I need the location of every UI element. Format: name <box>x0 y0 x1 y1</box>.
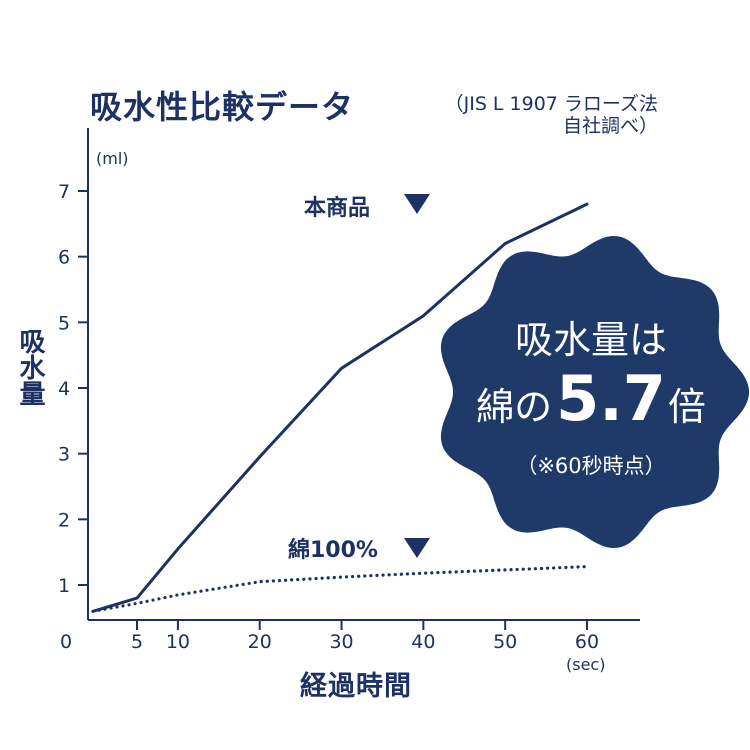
y-tick-label: 7 <box>58 181 70 203</box>
badge-prefix: 綿の <box>476 385 552 429</box>
x-tick-label: 50 <box>493 631 517 653</box>
series-line-cotton <box>91 564 589 613</box>
test-method-note: （JIS L 1907 ラローズ法 自社調べ） <box>398 93 658 137</box>
chart-series <box>91 202 589 613</box>
y-tick-label: 2 <box>58 509 70 531</box>
chart-title: 吸水性比較データ <box>90 88 355 126</box>
annotation-product-label: 本商品 <box>304 195 370 221</box>
y-tick-label: 1 <box>58 575 70 597</box>
badge-suffix: 倍 <box>668 385 706 429</box>
y-axis-label: 吸水量 <box>15 328 45 406</box>
y-axis-unit: (ml) <box>96 149 129 168</box>
y-tick-label: 5 <box>58 312 70 334</box>
test-method-line-2: 自社調べ） <box>562 115 658 137</box>
y-tick-label: 4 <box>58 378 70 400</box>
test-method-line-1: （JIS L 1907 ラローズ法 <box>444 93 658 115</box>
series-line-product <box>91 202 589 613</box>
x-tick-label: 20 <box>248 631 272 653</box>
badge-cloud-shape <box>440 236 749 548</box>
x-axis-label: 経過時間 <box>300 671 412 702</box>
x-tick-label: 30 <box>329 631 353 653</box>
y-tick-label: 6 <box>58 247 70 269</box>
highlight-badge: 吸水量は 綿の5.7倍 （※60秒時点） <box>440 236 749 548</box>
chart-axes <box>87 128 640 621</box>
badge-line-1: 吸水量は <box>515 318 667 362</box>
x-tick-label: 40 <box>411 631 435 653</box>
x-axis-unit: (sec) <box>566 655 606 674</box>
chart-ticks: 1 2 3 4 5 6 7 0 5 10 20 30 40 50 60 <box>58 181 599 653</box>
annotation-product-arrow <box>404 194 430 214</box>
annotation-cotton-label: 綿100% <box>288 537 378 563</box>
badge-multiplier-value: 5.7 <box>556 362 666 435</box>
y-tick-label: 3 <box>58 444 70 466</box>
x-tick-label: 0 <box>60 631 72 653</box>
x-tick-label: 10 <box>166 631 190 653</box>
annotation-cotton-arrow <box>404 538 430 558</box>
x-tick-label: 5 <box>131 631 143 653</box>
badge-line-2: 綿の5.7倍 <box>476 362 706 435</box>
badge-note: （※60秒時点） <box>516 454 665 478</box>
x-tick-label: 60 <box>575 631 599 653</box>
